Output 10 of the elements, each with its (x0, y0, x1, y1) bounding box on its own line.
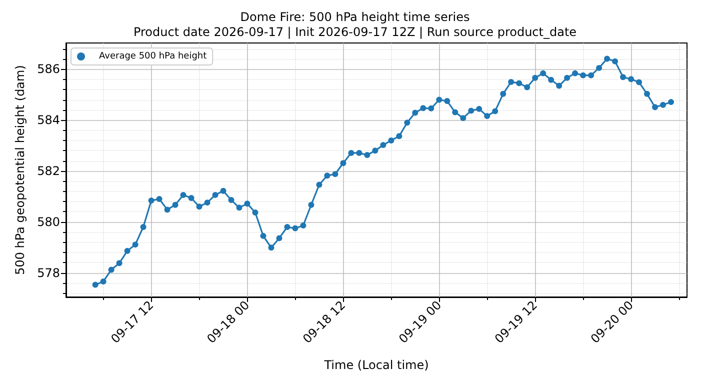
y-tick-label: 578 (37, 266, 60, 280)
y-axis-title: 500 hPa geopotential height (dam) (13, 65, 27, 275)
x-axis-title: Time (Local time) (323, 358, 429, 372)
y-tick-label: 580 (37, 214, 60, 229)
y-tick-label: 582 (37, 164, 60, 178)
chart-title: Dome Fire: 500 hPa height time series (240, 10, 470, 24)
chart-subtitle: Product date 2026-09-17 | Init 2026-09-17 12Z | Run source product_date (133, 25, 577, 39)
y-tick-label: 584 (37, 113, 60, 128)
y-tick-label: 586 (37, 62, 60, 76)
legend-label: Average 500 hPa height (99, 52, 208, 62)
